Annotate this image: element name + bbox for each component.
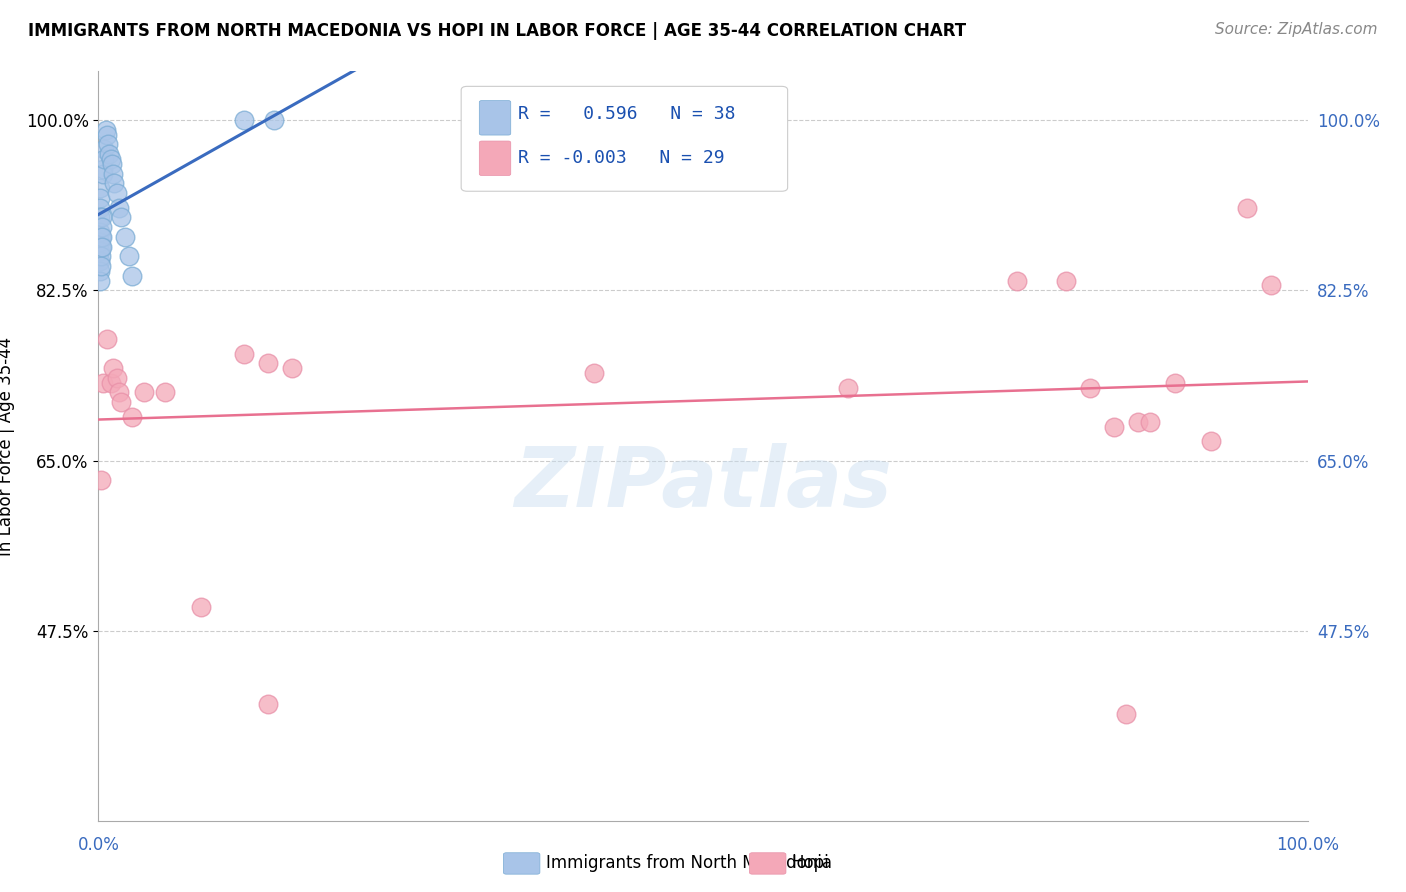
Point <box>103 176 125 190</box>
Point <box>91 239 114 253</box>
Point <box>105 186 128 200</box>
Text: IMMIGRANTS FROM NORTH MACEDONIA VS HOPI IN LABOR FORCE | AGE 35-44 CORRELATION C: IMMIGRANTS FROM NORTH MACEDONIA VS HOPI … <box>28 22 966 40</box>
Point <box>1007 274 1029 288</box>
Text: R = -0.003   N = 29: R = -0.003 N = 29 <box>517 149 724 167</box>
Point <box>89 235 111 249</box>
Point <box>108 385 131 400</box>
Text: Hopi: Hopi <box>792 855 830 872</box>
Point <box>91 211 114 225</box>
Point <box>90 473 112 487</box>
Point <box>1115 706 1137 721</box>
FancyBboxPatch shape <box>479 101 510 135</box>
Point <box>108 201 131 215</box>
Point <box>256 356 278 370</box>
Point <box>114 229 136 244</box>
Point <box>89 191 111 205</box>
Point <box>96 128 118 142</box>
Point <box>89 274 111 288</box>
Point <box>1260 278 1282 293</box>
Text: 0.0%: 0.0% <box>77 836 120 854</box>
Y-axis label: In Labor Force | Age 35-44: In Labor Force | Age 35-44 <box>0 336 14 556</box>
Point <box>1128 415 1150 429</box>
Text: Source: ZipAtlas.com: Source: ZipAtlas.com <box>1215 22 1378 37</box>
Point <box>1236 201 1258 215</box>
Point <box>256 697 278 711</box>
Text: ZIPatlas: ZIPatlas <box>515 443 891 524</box>
Point <box>110 395 132 409</box>
Point <box>105 371 128 385</box>
Point <box>1078 381 1101 395</box>
Point <box>94 122 117 136</box>
Point <box>100 157 122 171</box>
Point <box>134 385 156 400</box>
Point <box>583 366 606 380</box>
Point <box>1054 274 1077 288</box>
Point <box>1102 419 1125 434</box>
Point <box>89 201 111 215</box>
Text: Immigrants from North Macedonia: Immigrants from North Macedonia <box>546 855 831 872</box>
Point <box>100 152 122 166</box>
Text: R =   0.596   N = 38: R = 0.596 N = 38 <box>517 104 735 122</box>
Point <box>89 181 111 195</box>
Point <box>91 161 114 176</box>
Point <box>93 142 115 156</box>
Point <box>837 381 859 395</box>
Point <box>93 152 115 166</box>
Point <box>1199 434 1222 449</box>
Point <box>90 239 112 253</box>
Point <box>190 599 212 614</box>
Point <box>101 361 124 376</box>
Point <box>1163 376 1185 390</box>
Point <box>232 113 254 128</box>
Point <box>97 137 120 152</box>
Point <box>118 249 141 263</box>
Point <box>89 211 111 225</box>
Point <box>281 361 304 376</box>
Point <box>90 259 112 273</box>
Point <box>90 249 112 263</box>
Point <box>100 376 122 390</box>
FancyBboxPatch shape <box>461 87 787 191</box>
Point <box>153 385 176 400</box>
Point <box>89 225 111 239</box>
Text: 100.0%: 100.0% <box>1277 836 1339 854</box>
Point <box>90 229 112 244</box>
Point <box>91 229 114 244</box>
Point <box>110 211 132 225</box>
Point <box>89 244 111 259</box>
Point <box>101 167 124 181</box>
Point <box>91 376 114 390</box>
Point <box>121 268 143 283</box>
Point <box>232 346 254 360</box>
Point <box>96 332 118 346</box>
Point <box>121 409 143 424</box>
Point <box>91 220 114 235</box>
Point <box>98 147 121 161</box>
Point <box>1139 415 1161 429</box>
Point <box>89 264 111 278</box>
FancyBboxPatch shape <box>479 141 510 176</box>
Point <box>263 113 285 128</box>
Point <box>91 167 114 181</box>
Point <box>89 254 111 268</box>
